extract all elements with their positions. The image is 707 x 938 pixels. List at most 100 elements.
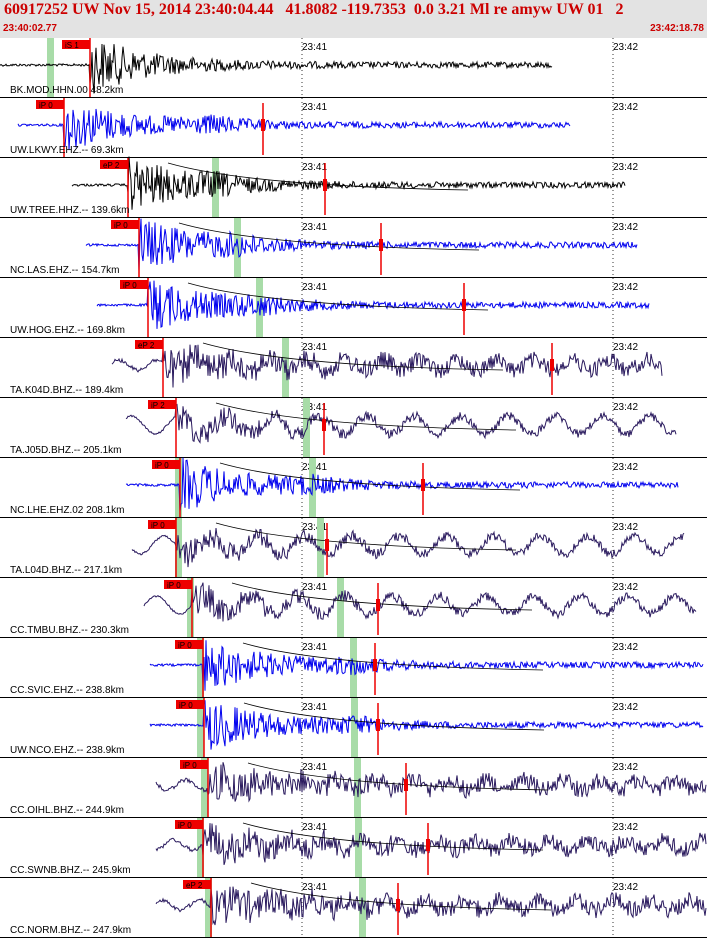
travel-time-curve [243, 702, 545, 731]
station-label: CC.TMBU.BHZ.-- 230.3km [10, 625, 129, 636]
amplitude-marker-block [376, 719, 380, 731]
trace-row[interactable]: 23:41 23:42 eP 2 TA.K04D.BHZ.-- 189.4km [0, 338, 707, 398]
pick-flag[interactable] [175, 820, 203, 829]
pick-label: iP 0 [179, 701, 193, 710]
waveform [0, 43, 553, 94]
pick-flag[interactable] [36, 100, 64, 109]
travel-time-curve [187, 282, 489, 311]
station-label: UW.LKWY.EHZ.-- 69.3km [10, 145, 124, 156]
waveform [149, 700, 704, 750]
waveform [143, 582, 697, 622]
station-label: UW.HOG.EHZ.-- 169.8km [10, 325, 125, 336]
waveform [71, 156, 626, 210]
window-marker [303, 398, 310, 457]
pick-label: iP 0 [151, 521, 165, 530]
travel-time-curve [215, 402, 517, 431]
amplitude-marker-block [379, 239, 383, 251]
pick-flag[interactable] [164, 580, 192, 589]
amplitude-marker-block [261, 119, 265, 131]
pick-flag[interactable] [176, 700, 204, 709]
travel-time-curve [215, 522, 517, 551]
travel-time-curve [167, 162, 469, 191]
waveform [155, 886, 707, 926]
time-tick-label: 23:42 [613, 102, 638, 113]
pick-flag[interactable] [180, 760, 208, 769]
time-tick-label: 23:41 [302, 42, 327, 53]
pick-label: eP 2 [103, 161, 120, 170]
station-label: CC.OIHL.BHZ.-- 244.9km [10, 805, 124, 816]
pick-flag[interactable] [183, 880, 211, 889]
time-tick-label: 23:41 [302, 882, 327, 893]
travel-time-curve [247, 762, 549, 791]
trace-row[interactable]: 23:41 23:42 eP 2 CC.NORM.BHZ.-- 247.9km [0, 878, 707, 938]
travel-time-curve [219, 462, 521, 491]
time-tick-label: 23:42 [613, 822, 638, 833]
window-marker [175, 458, 182, 517]
pick-flag[interactable] [62, 40, 90, 49]
trace-row[interactable]: 23:41 23:42 iP 0 UW.NCO.EHZ.-- 238.9km [0, 698, 707, 758]
time-tick-label: 23:42 [613, 222, 638, 233]
window-marker [197, 698, 204, 757]
trace-row[interactable]: 23:41 23:42 iP 0 TA.L04D.BHZ.-- 217.1km [0, 518, 707, 578]
pick-flag[interactable] [148, 400, 176, 409]
trace-row[interactable]: 23:41 23:42 iP 2 TA.J05D.BHZ.-- 205.1km [0, 398, 707, 458]
pick-flag[interactable] [148, 520, 176, 529]
trace-row[interactable]: 23:41 23:42 eP 2 UW.TREE.HHZ.-- 139.6km [0, 156, 707, 219]
pick-flag[interactable] [175, 640, 203, 649]
pick-flag[interactable] [111, 220, 139, 229]
time-tick-label: 23:41 [302, 162, 327, 173]
pick-label: iP 0 [178, 641, 192, 650]
time-tick-label: 23:41 [302, 222, 327, 233]
trace-row[interactable]: 23:41 23:42 iP 0 CC.TMBU.BHZ.-- 230.3km [0, 578, 707, 638]
station-label: BK.MOD.HHN.00 48.2km [10, 85, 123, 96]
time-tick-label: 23:42 [613, 762, 638, 773]
event-title: 60917252 UW Nov 15, 2014 23:40:04.44 41.… [4, 1, 624, 18]
station-label: TA.J05D.BHZ.-- 205.1km [10, 445, 122, 456]
trace-row[interactable]: 23:41 23:42 iP 0 CC.SVIC.EHZ.-- 238.8km [0, 638, 707, 698]
amplitude-marker-block [550, 359, 554, 371]
trace-row[interactable]: 23:41 23:42 iP 0 CC.SWNB.BHZ.-- 245.9km [0, 818, 707, 878]
window-marker [350, 638, 357, 697]
time-tick-label: 23:41 [302, 582, 327, 593]
trace-row[interactable]: 23:41 23:42 iP 0 CC.OIHL.BHZ.-- 244.9km [0, 758, 707, 818]
station-label: NC.LAS.EHZ.-- 154.7km [10, 265, 119, 276]
amplitude-marker-block [426, 839, 430, 851]
amplitude-marker-block [323, 179, 327, 191]
time-tick-label: 23:42 [613, 42, 638, 53]
pick-label: iP 0 [178, 821, 192, 830]
travel-time-curve [202, 342, 504, 371]
time-tick-label: 23:41 [302, 402, 327, 413]
time-tick-label: 23:42 [613, 462, 638, 473]
pick-flag[interactable] [135, 340, 163, 349]
window-marker [317, 518, 324, 577]
waveform [149, 640, 704, 691]
time-tick-label: 23:41 [302, 522, 327, 533]
station-label: TA.K04D.BHZ.-- 189.4km [10, 385, 123, 396]
pick-flag[interactable] [100, 160, 128, 169]
time-tick-label: 23:41 [302, 642, 327, 653]
time-tick-label: 23:41 [302, 342, 327, 353]
trace-row[interactable]: 23:41 23:42 iP 0 UW.HOG.EHZ.-- 169.8km [0, 278, 707, 338]
amplitude-marker-block [373, 659, 377, 671]
time-tick-label: 23:41 [302, 282, 327, 293]
window-marker [197, 818, 204, 877]
trace-row[interactable]: 23:41 23:42 iS 1 BK.MOD.HHN.00 48.2km [0, 38, 707, 98]
travel-time-curve [250, 882, 552, 911]
window-marker [359, 878, 366, 937]
pick-flag[interactable] [152, 460, 180, 469]
amplitude-marker-block [325, 539, 329, 551]
window-marker [175, 518, 182, 577]
window-marker [205, 878, 212, 937]
waveform [96, 280, 650, 329]
trace-row[interactable]: 23:41 23:42 iP 0 UW.LKWY.EHZ.-- 69.3km [0, 98, 707, 158]
window-marker [351, 698, 358, 757]
pick-label: iP 0 [155, 461, 169, 470]
pick-flag[interactable] [120, 280, 148, 289]
trace-row[interactable]: 23:41 23:42 iP 0 NC.LAS.EHZ.-- 154.7km [0, 218, 707, 278]
time-tick-label: 23:42 [613, 582, 638, 593]
amplitude-marker-block [421, 479, 425, 491]
station-label: CC.SWNB.BHZ.-- 245.9km [10, 865, 131, 876]
waveform [155, 823, 707, 866]
